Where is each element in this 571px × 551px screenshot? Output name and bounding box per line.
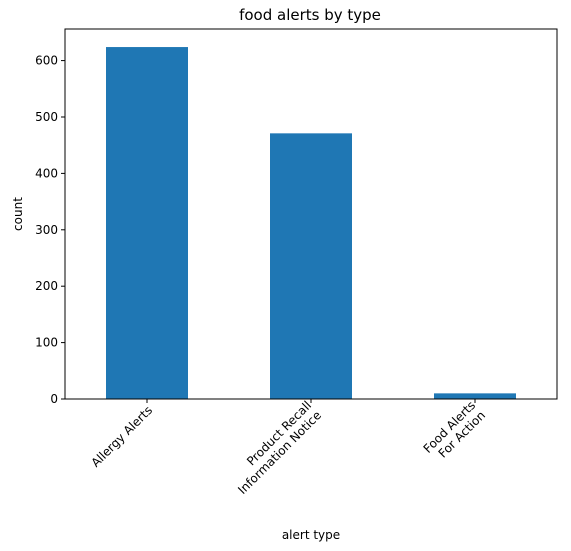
y-tick-label-2: 200 xyxy=(35,279,58,293)
bar-2 xyxy=(434,393,516,399)
y-tick-label-0: 0 xyxy=(50,392,58,406)
x-axis: Allergy Alerts Product RecallInformation … xyxy=(88,398,488,497)
bars-group xyxy=(106,47,516,400)
bar-0 xyxy=(106,47,188,400)
y-tick-label-1: 100 xyxy=(35,336,58,350)
y-axis: 0 100 200 300 400 500 600 xyxy=(35,54,65,406)
x-tick-label-2: Food AlertsFor Action xyxy=(421,398,488,465)
y-tick-label-4: 400 xyxy=(35,166,58,180)
y-tick-label-3: 300 xyxy=(35,223,58,237)
x-axis-label: alert type xyxy=(282,528,340,542)
bar-1 xyxy=(270,133,352,399)
x-tick-label-1: Product RecallInformation Notice xyxy=(225,398,324,497)
y-axis-label: count xyxy=(11,197,25,231)
x-tick-label-line: Allergy Alerts xyxy=(88,403,155,470)
x-tick-label-0: Allergy Alerts xyxy=(88,403,155,470)
y-tick-label-6: 600 xyxy=(35,54,58,68)
y-tick-label-5: 500 xyxy=(35,110,58,124)
chart-title: food alerts by type xyxy=(239,6,381,24)
